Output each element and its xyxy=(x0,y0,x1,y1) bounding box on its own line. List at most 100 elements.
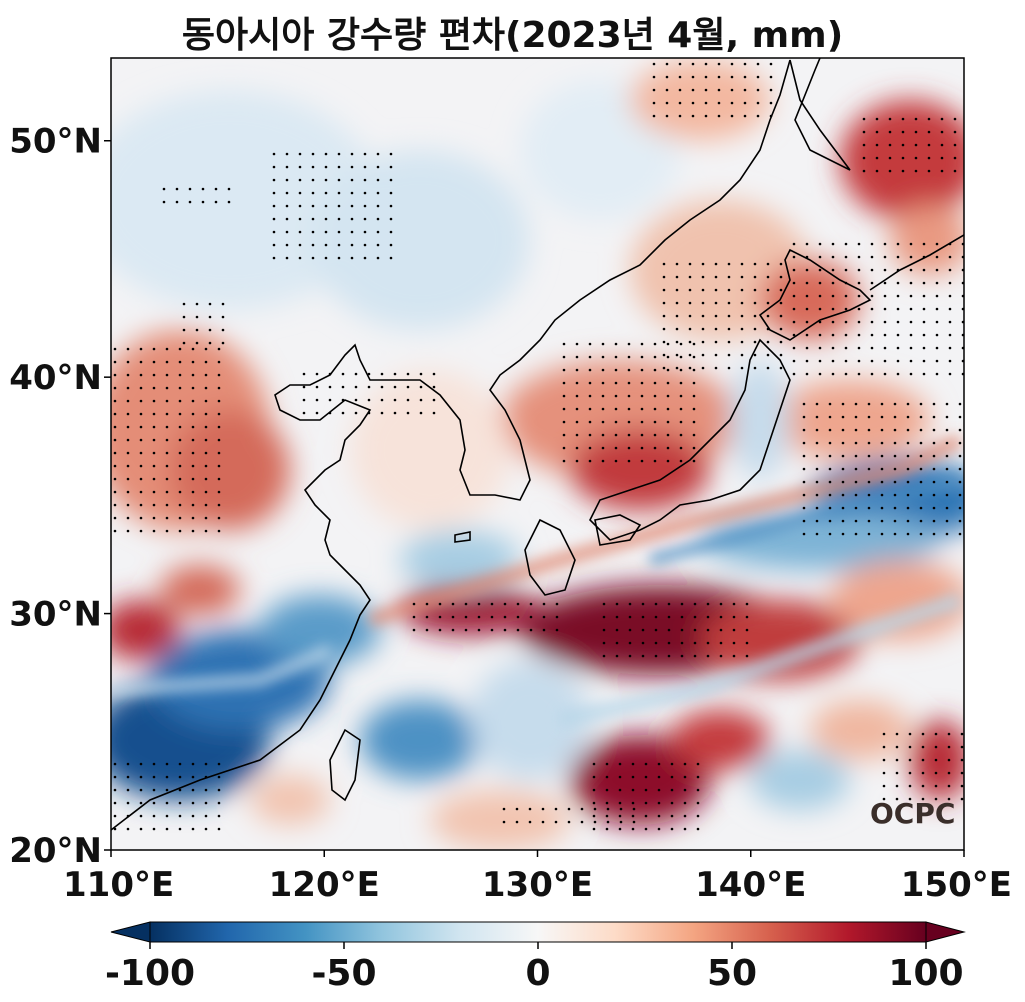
stipple-dot xyxy=(815,402,819,406)
stipple-dot xyxy=(562,355,566,359)
stipple-dot xyxy=(706,654,710,658)
stipple-dot xyxy=(575,446,579,450)
stipple-dot xyxy=(896,242,900,246)
y-tick-label: 20°N xyxy=(9,831,102,871)
stipple-dot xyxy=(640,394,644,398)
stipple-dot xyxy=(367,411,371,415)
stipple-dot xyxy=(191,775,195,779)
stipple-dot xyxy=(165,814,169,818)
stipple-dot xyxy=(601,368,605,372)
stipple-dot xyxy=(285,178,289,182)
stipple-dot xyxy=(883,255,887,259)
stipple-dot xyxy=(867,493,871,497)
stipple-dot xyxy=(221,341,225,345)
stipple-dot xyxy=(363,243,367,247)
stipple-dot xyxy=(393,372,397,376)
stipple-dot xyxy=(766,301,770,305)
stipple-dot xyxy=(693,602,697,606)
stipple-dot xyxy=(740,275,744,279)
stipple-dot xyxy=(895,784,899,788)
stipple-dot xyxy=(555,628,559,632)
stipple-dot xyxy=(922,307,926,311)
stipple-dot xyxy=(667,628,671,632)
stipple-dot xyxy=(393,398,397,402)
stipple-dot xyxy=(614,420,618,424)
stipple-dot xyxy=(670,762,674,766)
stipple-dot xyxy=(618,775,622,779)
stipple-dot xyxy=(935,242,939,246)
stipple-dot xyxy=(490,628,494,632)
stipple-dot xyxy=(165,425,169,429)
stipple-dot xyxy=(363,256,367,260)
stipple-dot xyxy=(419,398,423,402)
stipple-dot xyxy=(727,314,731,318)
stipple-dot xyxy=(641,615,645,619)
stipple-dot xyxy=(204,827,208,831)
stipple-dot xyxy=(217,477,221,481)
stipple-dot xyxy=(363,204,367,208)
stipple-dot xyxy=(815,519,819,523)
coastlines xyxy=(111,58,964,831)
stipple-dot xyxy=(932,454,936,458)
stipple-dot xyxy=(562,459,566,463)
stipple-dot xyxy=(178,412,182,416)
stipple-dot xyxy=(670,801,674,805)
stipple-dot xyxy=(503,628,507,632)
stipple-dot xyxy=(602,628,606,632)
stipple-dot xyxy=(670,788,674,792)
stipple-dot xyxy=(588,446,592,450)
stipple-dot xyxy=(152,425,156,429)
stipple-dot xyxy=(730,75,734,79)
stipple-dot xyxy=(880,415,884,419)
stipple-dot xyxy=(678,62,682,66)
stipple-dot xyxy=(896,307,900,311)
stipple-dot xyxy=(640,420,644,424)
stipple-dot xyxy=(692,381,696,385)
stipple-dot xyxy=(438,602,442,606)
stipple-dot xyxy=(337,230,341,234)
stipple-dot xyxy=(867,428,871,432)
stipple-dot xyxy=(870,281,874,285)
stipple-dot xyxy=(191,503,195,507)
stipple-dot xyxy=(666,368,670,372)
stipple-dot xyxy=(888,156,892,160)
stipple-dot xyxy=(792,242,796,246)
stipple-dot xyxy=(857,346,861,350)
stipple-dot xyxy=(354,385,358,389)
anomaly-blob xyxy=(430,790,570,850)
stipple-dot xyxy=(719,615,723,619)
stipple-dot xyxy=(178,373,182,377)
stipple-dot xyxy=(201,187,205,191)
stipple-dot xyxy=(204,801,208,805)
stipple-dot xyxy=(802,428,806,432)
stipple-dot xyxy=(311,191,315,195)
stipple-dot xyxy=(592,775,596,779)
stipple-dot xyxy=(562,433,566,437)
stipple-dot xyxy=(696,775,700,779)
stipple-dot xyxy=(727,288,731,292)
stipple-dot xyxy=(195,302,199,306)
stipple-dot xyxy=(960,758,964,762)
stipple-dot xyxy=(302,411,306,415)
stipple-dot xyxy=(940,156,944,160)
stipple-dot xyxy=(354,411,358,415)
stipple-dot xyxy=(932,480,936,484)
stipple-dot xyxy=(696,801,700,805)
stipple-dot xyxy=(113,801,117,805)
stipple-dot xyxy=(727,275,731,279)
stipple-dot xyxy=(542,602,546,606)
stipple-dot xyxy=(932,428,936,432)
stipple-dot xyxy=(862,156,866,160)
stipple-dot xyxy=(376,243,380,247)
stipple-dot xyxy=(670,827,674,831)
stipple-dot xyxy=(958,493,962,497)
china-coast xyxy=(111,59,791,831)
stipple-dot xyxy=(337,191,341,195)
stipple-dot xyxy=(175,200,179,204)
stipple-dot xyxy=(675,327,679,331)
stipple-dot xyxy=(922,242,926,246)
stipple-dot xyxy=(126,477,130,481)
stipple-dot xyxy=(328,372,332,376)
stipple-dot xyxy=(575,355,579,359)
stipple-dot xyxy=(337,256,341,260)
